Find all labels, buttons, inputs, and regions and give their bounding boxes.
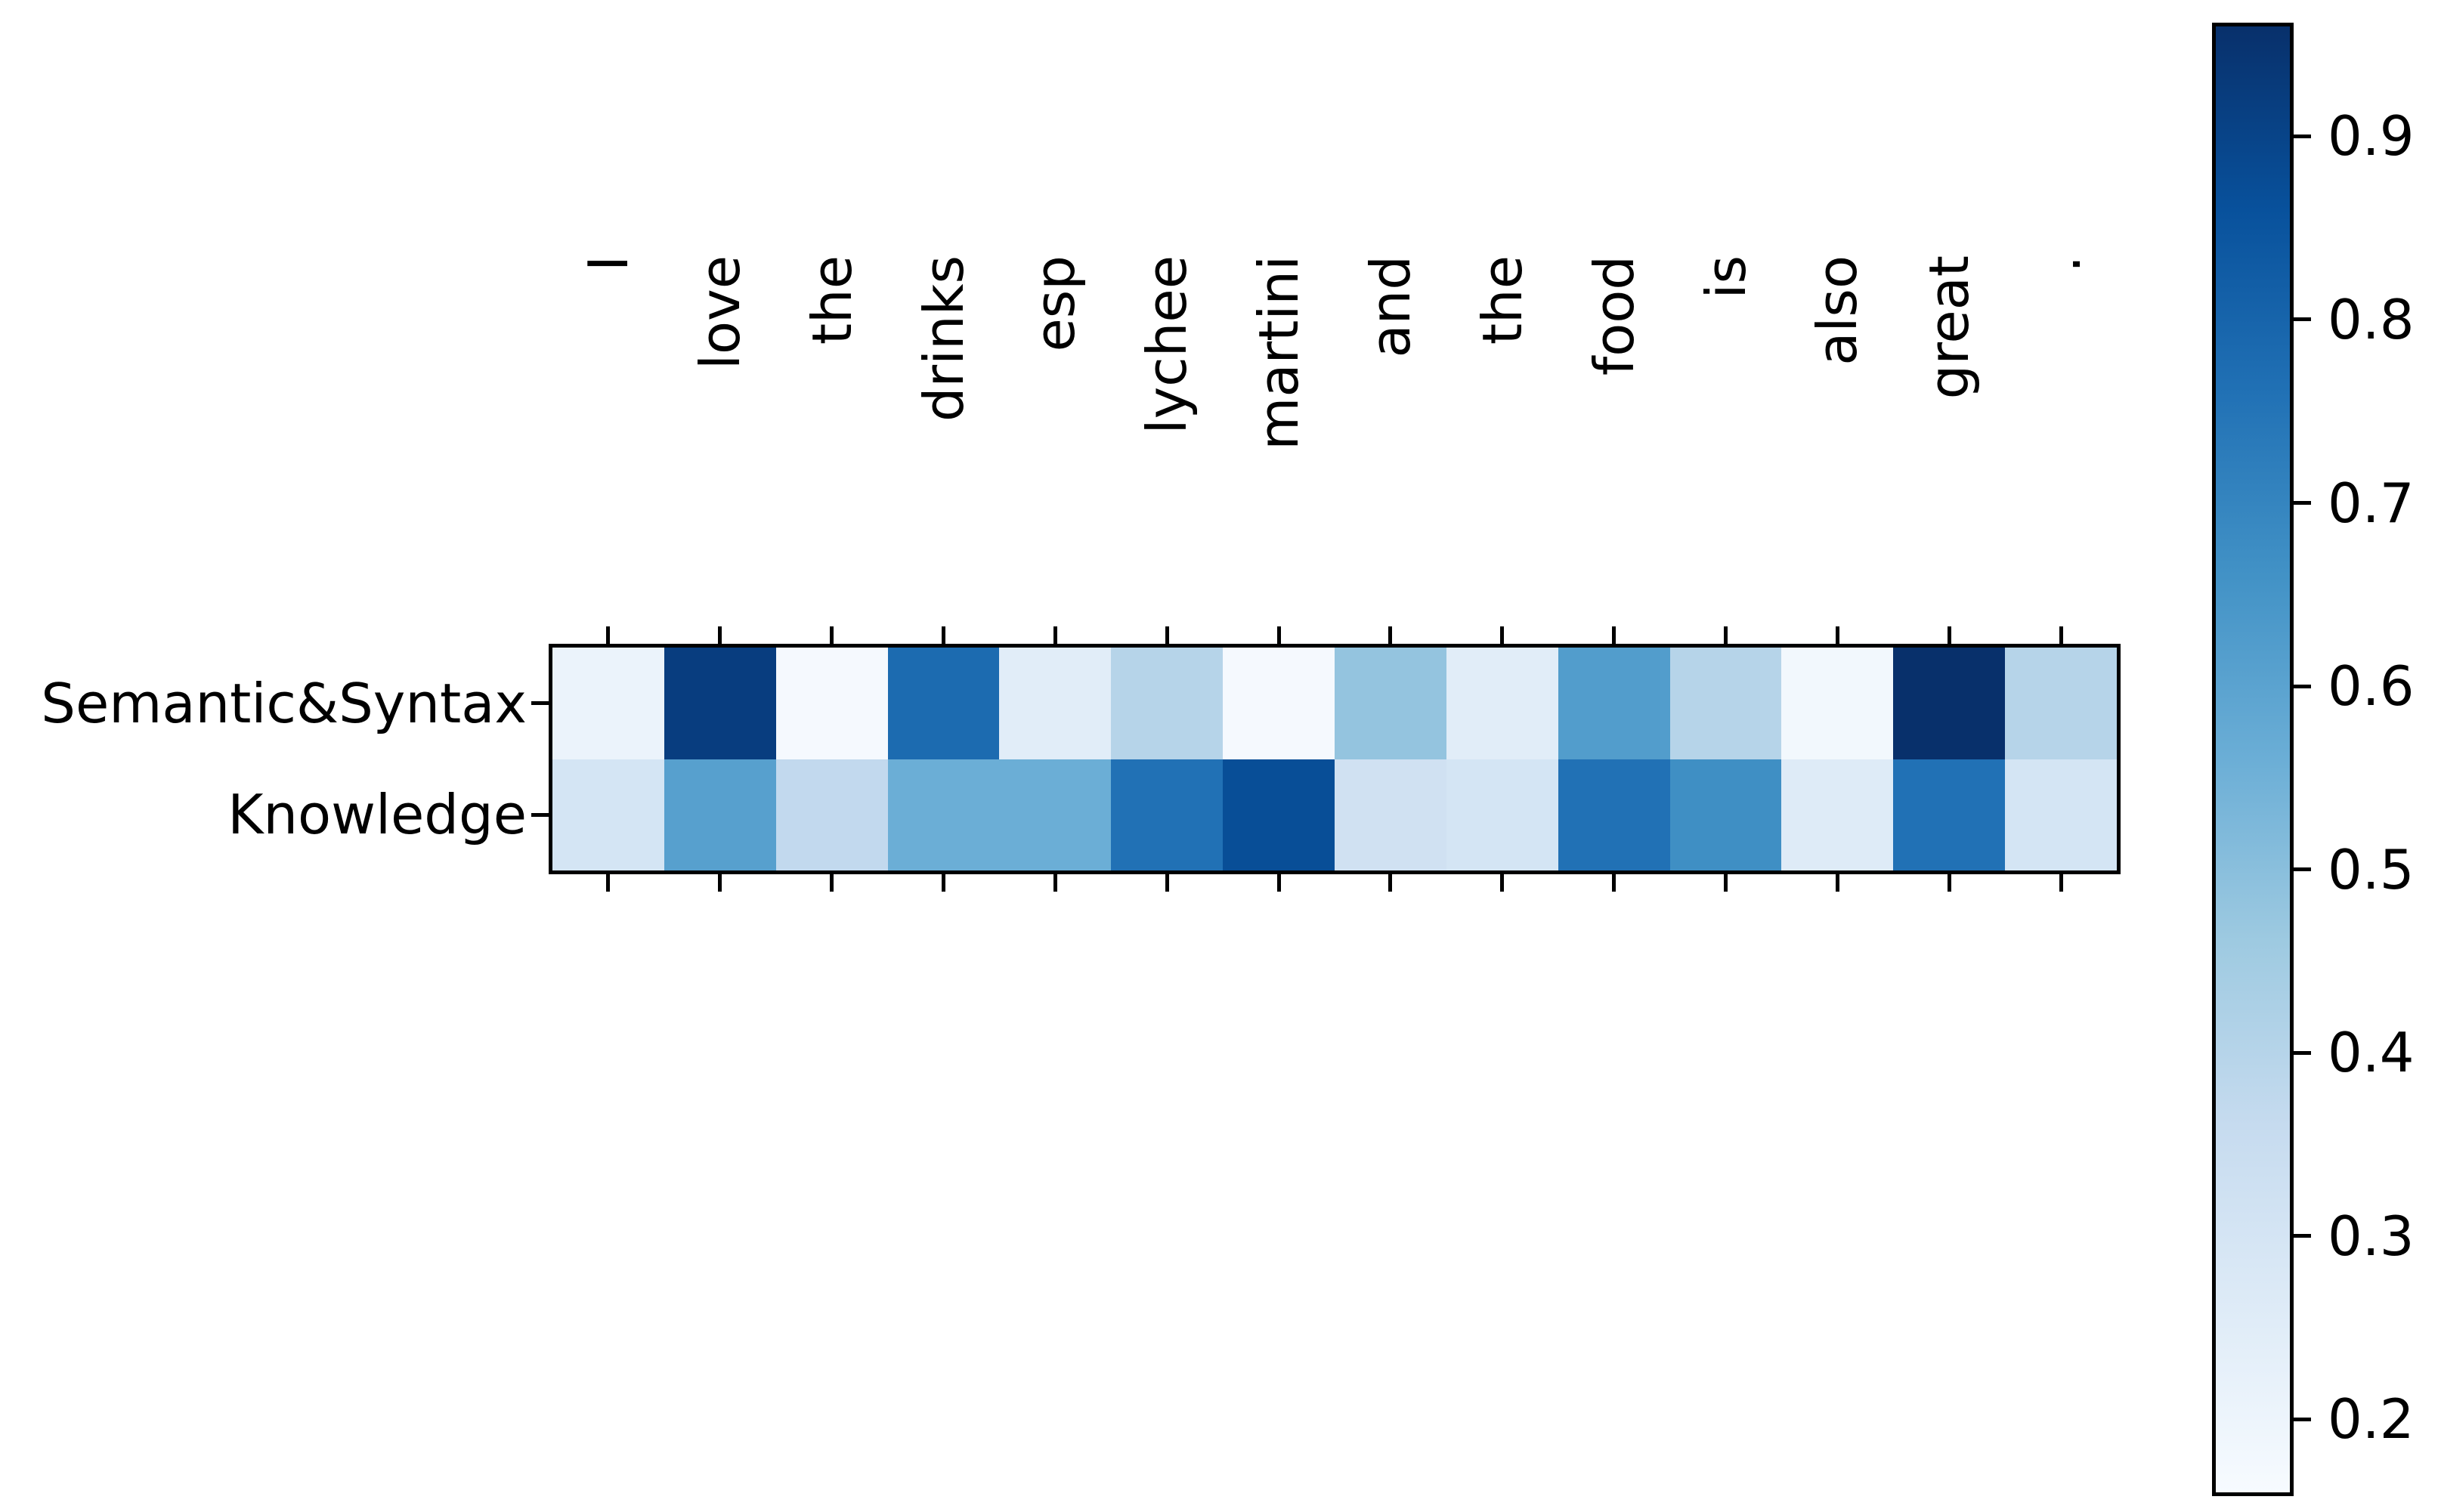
x-tick-mark-bottom: [1165, 874, 1169, 892]
heatmap-cell: [552, 648, 664, 759]
heatmap-cell: [775, 648, 888, 759]
x-tick-mark-top: [606, 626, 610, 644]
x-tick-mark-bottom: [1612, 874, 1616, 892]
x-tick-label: drinks: [912, 255, 976, 422]
heatmap-cell: [1781, 648, 1894, 759]
heatmap-cell: [1558, 759, 1670, 870]
colorbar-tick-label: 0.4: [2328, 1021, 2415, 1084]
heatmap-cell: [775, 759, 888, 870]
colorbar-tick-mark: [2294, 1051, 2311, 1055]
heatmap-cell: [1223, 648, 1335, 759]
x-tick-mark-bottom: [1948, 874, 1951, 892]
x-tick-label: and: [1359, 255, 1422, 358]
x-tick-mark-top: [1388, 626, 1392, 644]
heatmap-grid: [552, 648, 2117, 870]
heatmap-cell: [2005, 759, 2117, 870]
x-tick-mark-top: [1053, 626, 1057, 644]
colorbar-tick-mark: [2294, 1234, 2311, 1238]
heatmap-cell: [1669, 759, 1782, 870]
x-tick-mark-top: [1612, 626, 1616, 644]
x-tick-mark-bottom: [1277, 874, 1281, 892]
colorbar-tick-label: 0.7: [2328, 472, 2415, 535]
y-tick-mark: [531, 813, 549, 817]
heatmap-cell: [1893, 759, 2006, 870]
colorbar-tick-label: 0.3: [2328, 1204, 2415, 1268]
heatmap-cell: [1223, 759, 1335, 870]
x-tick-mark-top: [942, 626, 945, 644]
y-tick-label: Knowledge: [227, 783, 527, 846]
x-tick-label: .: [2029, 255, 2093, 273]
x-tick-mark-top: [1165, 626, 1169, 644]
x-tick-mark-bottom: [1836, 874, 1839, 892]
colorbar-tick-label: 0.6: [2328, 654, 2415, 718]
y-tick-mark: [531, 701, 549, 705]
colorbar-tick-label: 0.8: [2328, 288, 2415, 351]
heatmap-cell: [2005, 648, 2117, 759]
x-tick-label: also: [1805, 255, 1869, 366]
heatmap-cell: [664, 759, 776, 870]
x-tick-mark-bottom: [942, 874, 945, 892]
colorbar: [2212, 23, 2294, 1496]
y-tick-label: Semantic&Syntax: [41, 672, 527, 735]
x-tick-label: the: [800, 255, 864, 345]
x-tick-label: the: [1471, 255, 1534, 345]
colorbar-tick-label: 0.5: [2328, 838, 2415, 901]
x-tick-mark-top: [1724, 626, 1728, 644]
x-tick-mark-bottom: [606, 874, 610, 892]
x-tick-label: is: [1694, 255, 1758, 299]
heatmap-cell: [1111, 759, 1224, 870]
x-tick-mark-bottom: [1388, 874, 1392, 892]
colorbar-gradient: [2216, 26, 2290, 1492]
x-tick-mark-bottom: [1500, 874, 1504, 892]
x-tick-mark-top: [2059, 626, 2063, 644]
heatmap-cell: [1558, 648, 1670, 759]
heatmap-cell: [664, 648, 776, 759]
x-tick-mark-bottom: [718, 874, 722, 892]
colorbar-tick-mark: [2294, 135, 2311, 138]
colorbar-tick-mark: [2294, 685, 2311, 688]
heatmap-cell: [1893, 648, 2006, 759]
x-tick-label: love: [688, 255, 752, 369]
x-tick-mark-top: [718, 626, 722, 644]
colorbar-tick-mark: [2294, 317, 2311, 321]
colorbar-tick-label: 0.2: [2328, 1387, 2415, 1451]
heatmap-cell: [887, 648, 1000, 759]
x-tick-mark-top: [1277, 626, 1281, 644]
x-tick-label: I: [577, 255, 640, 272]
heatmap-cell: [887, 759, 1000, 870]
colorbar-tick-mark: [2294, 867, 2311, 871]
heatmap-cell: [1446, 759, 1558, 870]
heatmap-cell: [999, 648, 1112, 759]
colorbar-tick-mark: [2294, 1418, 2311, 1421]
x-tick-mark-top: [1948, 626, 1951, 644]
heatmap-cell: [552, 759, 664, 870]
x-tick-mark-top: [1500, 626, 1504, 644]
heatmap-cell: [1335, 759, 1446, 870]
heatmap-cell: [1669, 648, 1782, 759]
x-tick-label: martini: [1247, 255, 1310, 450]
colorbar-tick-mark: [2294, 501, 2311, 505]
x-tick-mark-top: [1836, 626, 1839, 644]
colorbar-tick-label: 0.9: [2328, 104, 2415, 168]
x-tick-label: food: [1582, 255, 1646, 376]
x-tick-mark-top: [830, 626, 834, 644]
heatmap-cell: [1335, 648, 1446, 759]
x-tick-label: esp: [1023, 255, 1087, 352]
heatmap-plot: [549, 644, 2121, 874]
x-tick-mark-bottom: [2059, 874, 2063, 892]
heatmap-cell: [1781, 759, 1894, 870]
heatmap-cell: [999, 759, 1112, 870]
heatmap-cell: [1446, 648, 1558, 759]
x-tick-mark-bottom: [1724, 874, 1728, 892]
x-tick-mark-bottom: [1053, 874, 1057, 892]
x-tick-mark-bottom: [830, 874, 834, 892]
heatmap-cell: [1111, 648, 1224, 759]
x-tick-label: great: [1917, 255, 1981, 400]
x-tick-label: lychee: [1135, 255, 1199, 434]
